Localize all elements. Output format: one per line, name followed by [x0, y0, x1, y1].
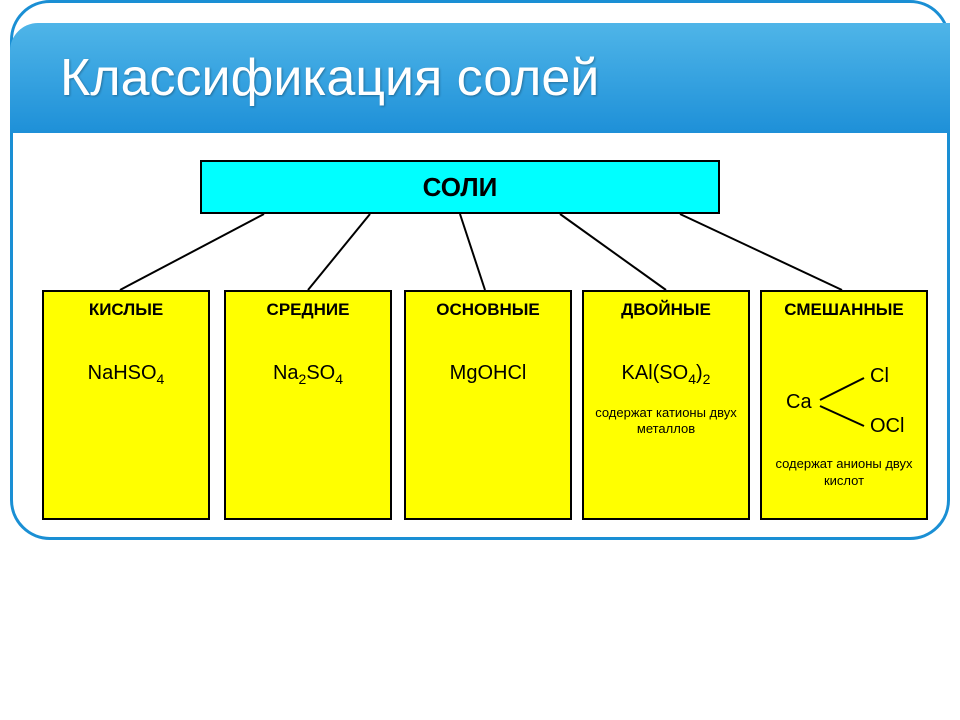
title-bar: Классификация солей [10, 23, 950, 133]
leaf-formula: KAl(SO4)2 [588, 360, 744, 388]
mixed-formula-svg: Ca Cl OCl [774, 360, 914, 440]
tree-root-box: СОЛИ [200, 160, 720, 214]
tree-root-label: СОЛИ [423, 172, 498, 203]
svg-text:Cl: Cl [870, 365, 889, 387]
leaf-title: ДВОЙНЫЕ [588, 300, 744, 320]
svg-text:Ca: Ca [786, 391, 812, 413]
leaf-title: СРЕДНИЕ [230, 300, 386, 320]
tree-leaf-acidic: КИСЛЫЕ NaHSO4 [42, 290, 210, 520]
leaf-formula: Na2SO4 [230, 360, 386, 388]
svg-text:OCl: OCl [870, 415, 904, 437]
leaf-title: ОСНОВНЫЕ [410, 300, 566, 320]
leaf-title: КИСЛЫЕ [48, 300, 204, 320]
leaf-note: содержат анионы двух кислот [766, 456, 922, 489]
slide-title: Классификация солей [60, 48, 599, 108]
leaf-formula: MgOHCl [410, 360, 566, 386]
tree-leaf-basic: ОСНОВНЫЕ MgOHCl [404, 290, 572, 520]
tree-leaf-medium: СРЕДНИЕ Na2SO4 [224, 290, 392, 520]
tree-leaf-double: ДВОЙНЫЕ KAl(SO4)2 содержат катионы двух ме… [582, 290, 750, 520]
leaf-note: содержат катионы двух металлов [588, 405, 744, 438]
leaf-title: СМЕШАННЫЕ [766, 300, 922, 320]
leaf-formula: NaHSO4 [48, 360, 204, 388]
tree-leaf-mixed: СМЕШАННЫЕ Ca Cl OCl содержат анионы двух кис… [760, 290, 928, 520]
